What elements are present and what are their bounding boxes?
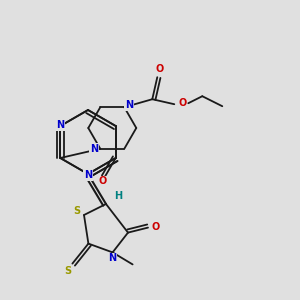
- Text: S: S: [74, 206, 81, 216]
- Text: N: N: [56, 120, 64, 130]
- Text: O: O: [152, 222, 160, 232]
- Text: N: N: [125, 100, 133, 110]
- Text: N: N: [109, 254, 117, 263]
- Text: O: O: [98, 176, 106, 186]
- Text: N: N: [84, 170, 92, 180]
- Text: N: N: [90, 144, 98, 154]
- Text: S: S: [64, 266, 71, 276]
- Text: O: O: [178, 98, 186, 108]
- Text: O: O: [155, 64, 164, 74]
- Text: H: H: [114, 191, 122, 201]
